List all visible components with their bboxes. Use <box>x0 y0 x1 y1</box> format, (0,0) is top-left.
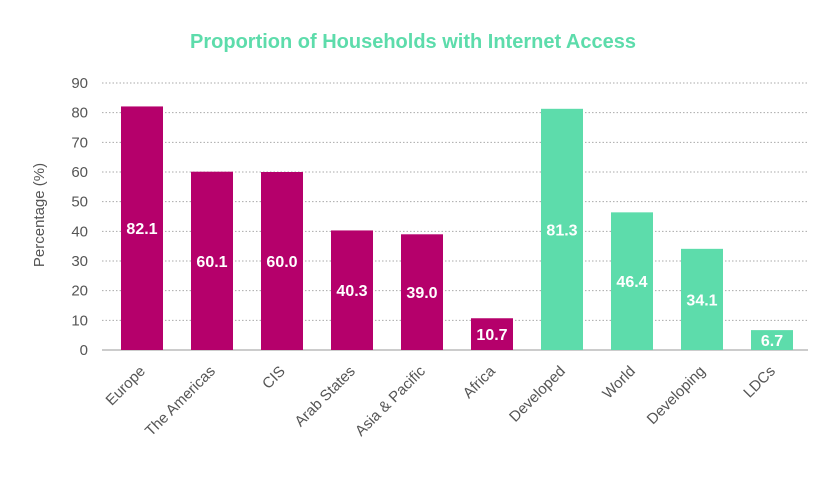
x-tick-label: LDCs <box>740 363 779 402</box>
data-label: 60.0 <box>266 254 297 271</box>
y-tick-label: 80 <box>71 105 88 122</box>
y-tick-label: 60 <box>71 164 88 181</box>
x-tick-label: World <box>599 363 639 403</box>
data-label: 46.4 <box>616 274 647 291</box>
y-tick-label: 70 <box>71 134 88 151</box>
y-tick-label: 0 <box>80 342 88 359</box>
data-label: 39.0 <box>406 285 437 302</box>
data-label: 60.1 <box>196 254 227 271</box>
bar-africa <box>471 318 513 350</box>
data-label: 10.7 <box>476 327 507 344</box>
data-label: 82.1 <box>126 221 157 238</box>
bar-arab-states <box>331 230 373 350</box>
bar-ldcs <box>751 330 793 350</box>
y-tick-label: 10 <box>71 312 88 329</box>
data-label: 6.7 <box>761 333 783 350</box>
x-tick-label: Arab States <box>291 363 358 430</box>
x-tick-label: Developing <box>644 363 709 428</box>
y-tick-label: 40 <box>71 223 88 240</box>
bar-the-americas <box>191 171 233 350</box>
bars: 82.1 60.1 60.0 40.3 39.0 10.7 81.3 46.4 34.1 6.7 <box>121 106 793 350</box>
x-tick-label: Asia & Pacific <box>352 362 429 439</box>
x-tick-label: Africa <box>460 362 500 402</box>
x-tick-label: CIS <box>259 363 289 393</box>
y-axis-ticks: 0 10 20 30 40 50 60 70 80 90 <box>71 75 88 359</box>
bar-developing <box>681 248 723 350</box>
y-tick-label: 50 <box>71 194 88 211</box>
x-tick-label: Developed <box>506 363 569 426</box>
x-tick-label: Europe <box>103 363 149 409</box>
y-tick-label: 30 <box>71 253 88 270</box>
data-label: 81.3 <box>546 222 577 239</box>
data-label: 40.3 <box>336 283 367 300</box>
chart-title: Proportion of Households with Internet A… <box>190 31 636 53</box>
bar-developed <box>541 108 583 350</box>
bar-world <box>611 212 653 350</box>
x-tick-label: The Americas <box>142 363 219 440</box>
data-label: 34.1 <box>686 292 717 309</box>
bar-europe <box>121 106 163 350</box>
y-tick-label: 20 <box>71 283 88 300</box>
bar-cis <box>261 172 303 350</box>
y-tick-label: 90 <box>71 75 88 92</box>
bar-asia-pacific <box>401 234 443 350</box>
y-axis-label: Percentage (%) <box>31 163 48 267</box>
